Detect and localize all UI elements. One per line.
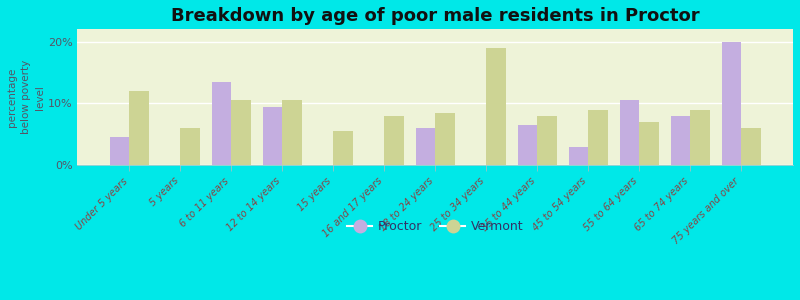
Bar <box>180 128 200 165</box>
Bar <box>741 128 761 165</box>
Bar <box>690 110 710 165</box>
Bar <box>334 131 353 165</box>
Bar <box>110 137 130 165</box>
Bar <box>569 147 588 165</box>
Bar <box>435 113 454 165</box>
Bar <box>212 82 231 165</box>
Bar <box>518 125 537 165</box>
Bar <box>588 110 607 165</box>
Title: Breakdown by age of poor male residents in Proctor: Breakdown by age of poor male residents … <box>171 7 699 25</box>
Bar <box>486 48 506 165</box>
Bar <box>416 128 435 165</box>
Legend: Proctor, Vermont: Proctor, Vermont <box>342 215 528 238</box>
Bar <box>130 91 149 165</box>
Bar <box>537 116 557 165</box>
Bar <box>263 106 282 165</box>
Y-axis label: percentage
below poverty
level: percentage below poverty level <box>7 60 45 134</box>
Bar <box>231 100 250 165</box>
Bar <box>384 116 403 165</box>
Bar <box>282 100 302 165</box>
Bar <box>620 100 639 165</box>
Bar <box>639 122 658 165</box>
Bar <box>722 42 741 165</box>
Bar <box>670 116 690 165</box>
